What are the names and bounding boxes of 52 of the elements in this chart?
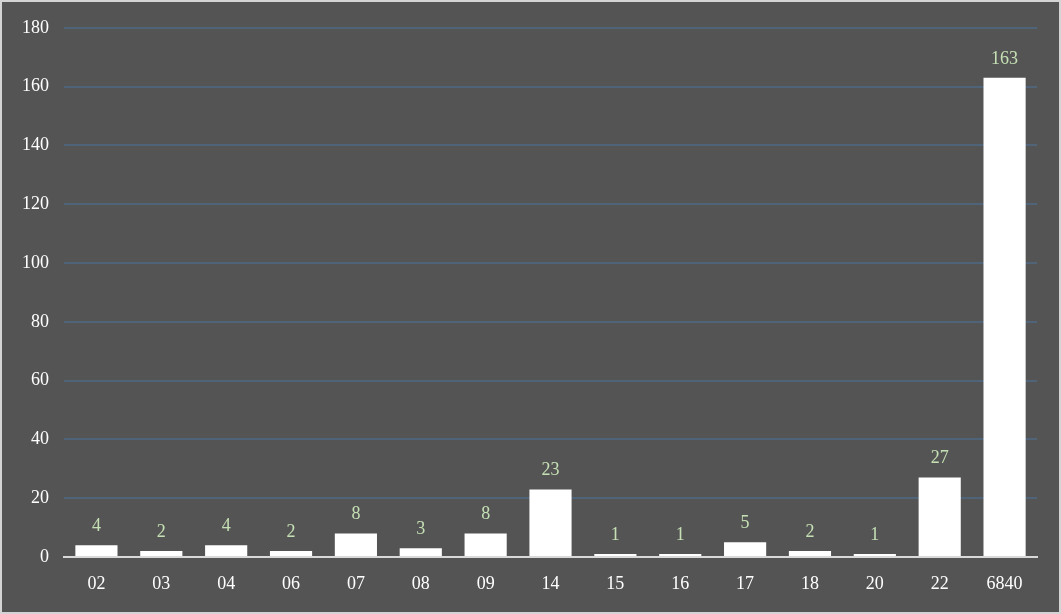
x-tick-label: 17 xyxy=(736,572,755,593)
y-tick-label: 120 xyxy=(22,192,49,213)
x-tick-label: 22 xyxy=(930,572,949,593)
y-tick-label: 180 xyxy=(22,16,49,37)
x-tick-label: 15 xyxy=(606,572,625,593)
data-label: 3 xyxy=(416,517,426,538)
bar xyxy=(529,489,572,556)
bar xyxy=(269,551,313,556)
x-tick-label: 06 xyxy=(282,572,301,593)
bar xyxy=(464,533,507,556)
x-tick-label: 6840 xyxy=(986,572,1023,593)
y-tick-label: 140 xyxy=(22,134,49,155)
data-label: 2 xyxy=(156,520,166,541)
y-tick-label: 60 xyxy=(31,369,49,390)
x-tick-label: 09 xyxy=(476,572,495,593)
data-label: 1 xyxy=(610,523,620,544)
bar xyxy=(918,477,961,556)
bar xyxy=(75,545,118,556)
data-label: 1 xyxy=(870,523,880,544)
y-tick-label: 40 xyxy=(31,428,49,449)
bar xyxy=(140,551,183,556)
data-label: 8 xyxy=(481,503,491,524)
x-tick-label: 14 xyxy=(541,572,560,593)
bar xyxy=(983,77,1026,556)
x-tick-label: 02 xyxy=(87,572,106,593)
bar xyxy=(334,533,377,556)
x-tick-label: 07 xyxy=(346,572,365,593)
data-label: 2 xyxy=(805,520,815,541)
x-tick-label: 03 xyxy=(152,572,171,593)
x-tick-label: 20 xyxy=(865,572,884,593)
y-tick-label: 0 xyxy=(40,545,49,566)
data-label: 8 xyxy=(351,503,361,524)
bar xyxy=(399,548,442,556)
x-tick-label: 08 xyxy=(411,572,430,593)
data-label: 2 xyxy=(286,520,296,541)
data-label: 4 xyxy=(221,514,231,535)
bar xyxy=(788,551,832,556)
data-label: 4 xyxy=(91,514,101,535)
data-label: 1 xyxy=(675,523,685,544)
x-tick-label: 18 xyxy=(800,572,819,593)
y-tick-label: 20 xyxy=(31,486,49,507)
data-label: 27 xyxy=(930,447,949,468)
data-label: 163 xyxy=(991,47,1019,68)
y-tick-label: 160 xyxy=(22,75,49,96)
x-tick-label: 16 xyxy=(671,572,690,593)
data-label: 23 xyxy=(541,459,560,480)
y-tick-label: 100 xyxy=(22,251,49,272)
data-label: 5 xyxy=(740,512,750,533)
bar xyxy=(205,545,248,556)
bar xyxy=(724,542,767,556)
x-tick-label: 04 xyxy=(217,572,236,593)
y-tick-label: 80 xyxy=(31,310,49,331)
